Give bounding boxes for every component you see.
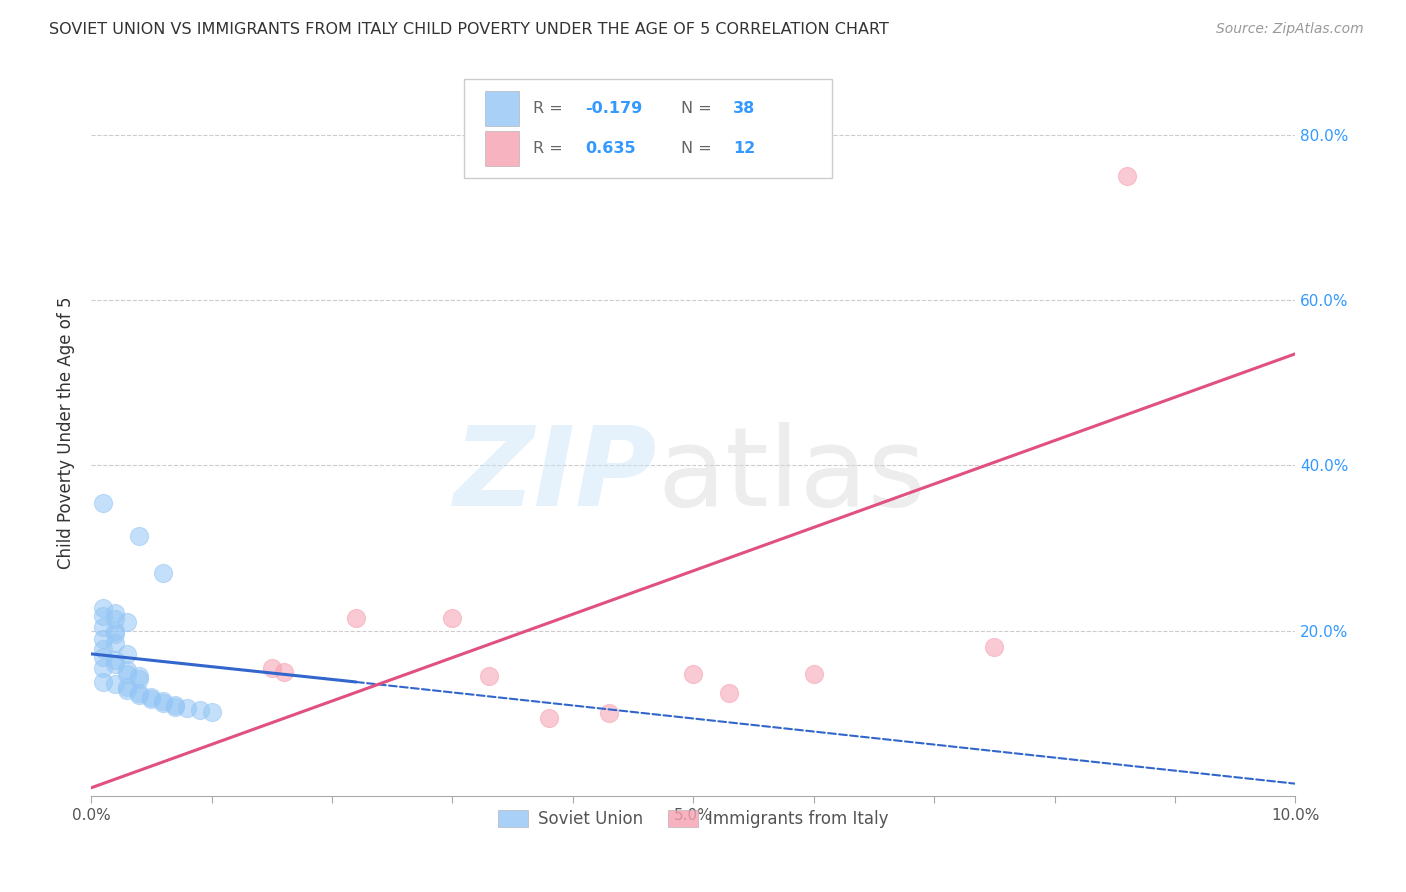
Point [91,632,114,646]
Point [91,661,114,675]
Point [104,606,127,620]
Point [117,664,139,678]
Point [104,636,127,650]
Point [152,694,174,708]
Point [152,566,174,580]
Bar [485,91,519,126]
Point [128,669,150,683]
Point [273,665,295,679]
Point [91,619,114,633]
Text: 38: 38 [733,101,755,116]
Y-axis label: Child Poverty Under the Age of 5: Child Poverty Under the Age of 5 [58,296,75,568]
Point [117,683,139,698]
Point [682,666,704,681]
Point [537,710,560,724]
Point [104,677,127,691]
Text: ZIP: ZIP [454,423,657,530]
Point [188,703,211,717]
Point [803,666,825,681]
Text: N =: N = [682,141,717,156]
Point [598,706,620,721]
Point [260,661,283,675]
Point [1115,169,1137,183]
Point [152,697,174,711]
Point [128,688,150,702]
Point [104,624,127,638]
Point [344,611,367,625]
Point [128,686,150,700]
Point [117,680,139,694]
Point [104,612,127,626]
Point [91,675,114,690]
Point [477,669,499,683]
Text: N =: N = [682,101,717,116]
Point [104,627,127,641]
FancyBboxPatch shape [464,79,832,178]
Point [128,529,150,543]
Point [128,672,150,686]
Point [91,600,114,615]
Point [141,691,163,706]
Point [718,686,741,700]
Bar [485,131,519,166]
Point [104,653,127,667]
Point [91,641,114,656]
Text: atlas: atlas [657,423,925,530]
Point [104,657,127,671]
Point [441,611,464,625]
Text: R =: R = [533,101,568,116]
Text: 0.635: 0.635 [585,141,636,156]
Point [91,495,114,509]
Point [165,698,187,713]
Text: -0.179: -0.179 [585,101,643,116]
Text: 12: 12 [733,141,755,156]
Point [117,666,139,681]
Point [117,615,139,630]
Point [176,701,198,715]
Point [91,650,114,665]
Point [91,608,114,623]
Text: SOVIET UNION VS IMMIGRANTS FROM ITALY CHILD POVERTY UNDER THE AGE OF 5 CORRELATI: SOVIET UNION VS IMMIGRANTS FROM ITALY CH… [49,22,889,37]
Legend: Soviet Union, Immigrants from Italy: Soviet Union, Immigrants from Italy [491,804,896,835]
Text: R =: R = [533,141,568,156]
Text: Source: ZipAtlas.com: Source: ZipAtlas.com [1216,22,1364,37]
Point [200,705,222,719]
Point [141,690,163,704]
Point [983,640,1005,655]
Point [117,647,139,661]
Point [165,699,187,714]
